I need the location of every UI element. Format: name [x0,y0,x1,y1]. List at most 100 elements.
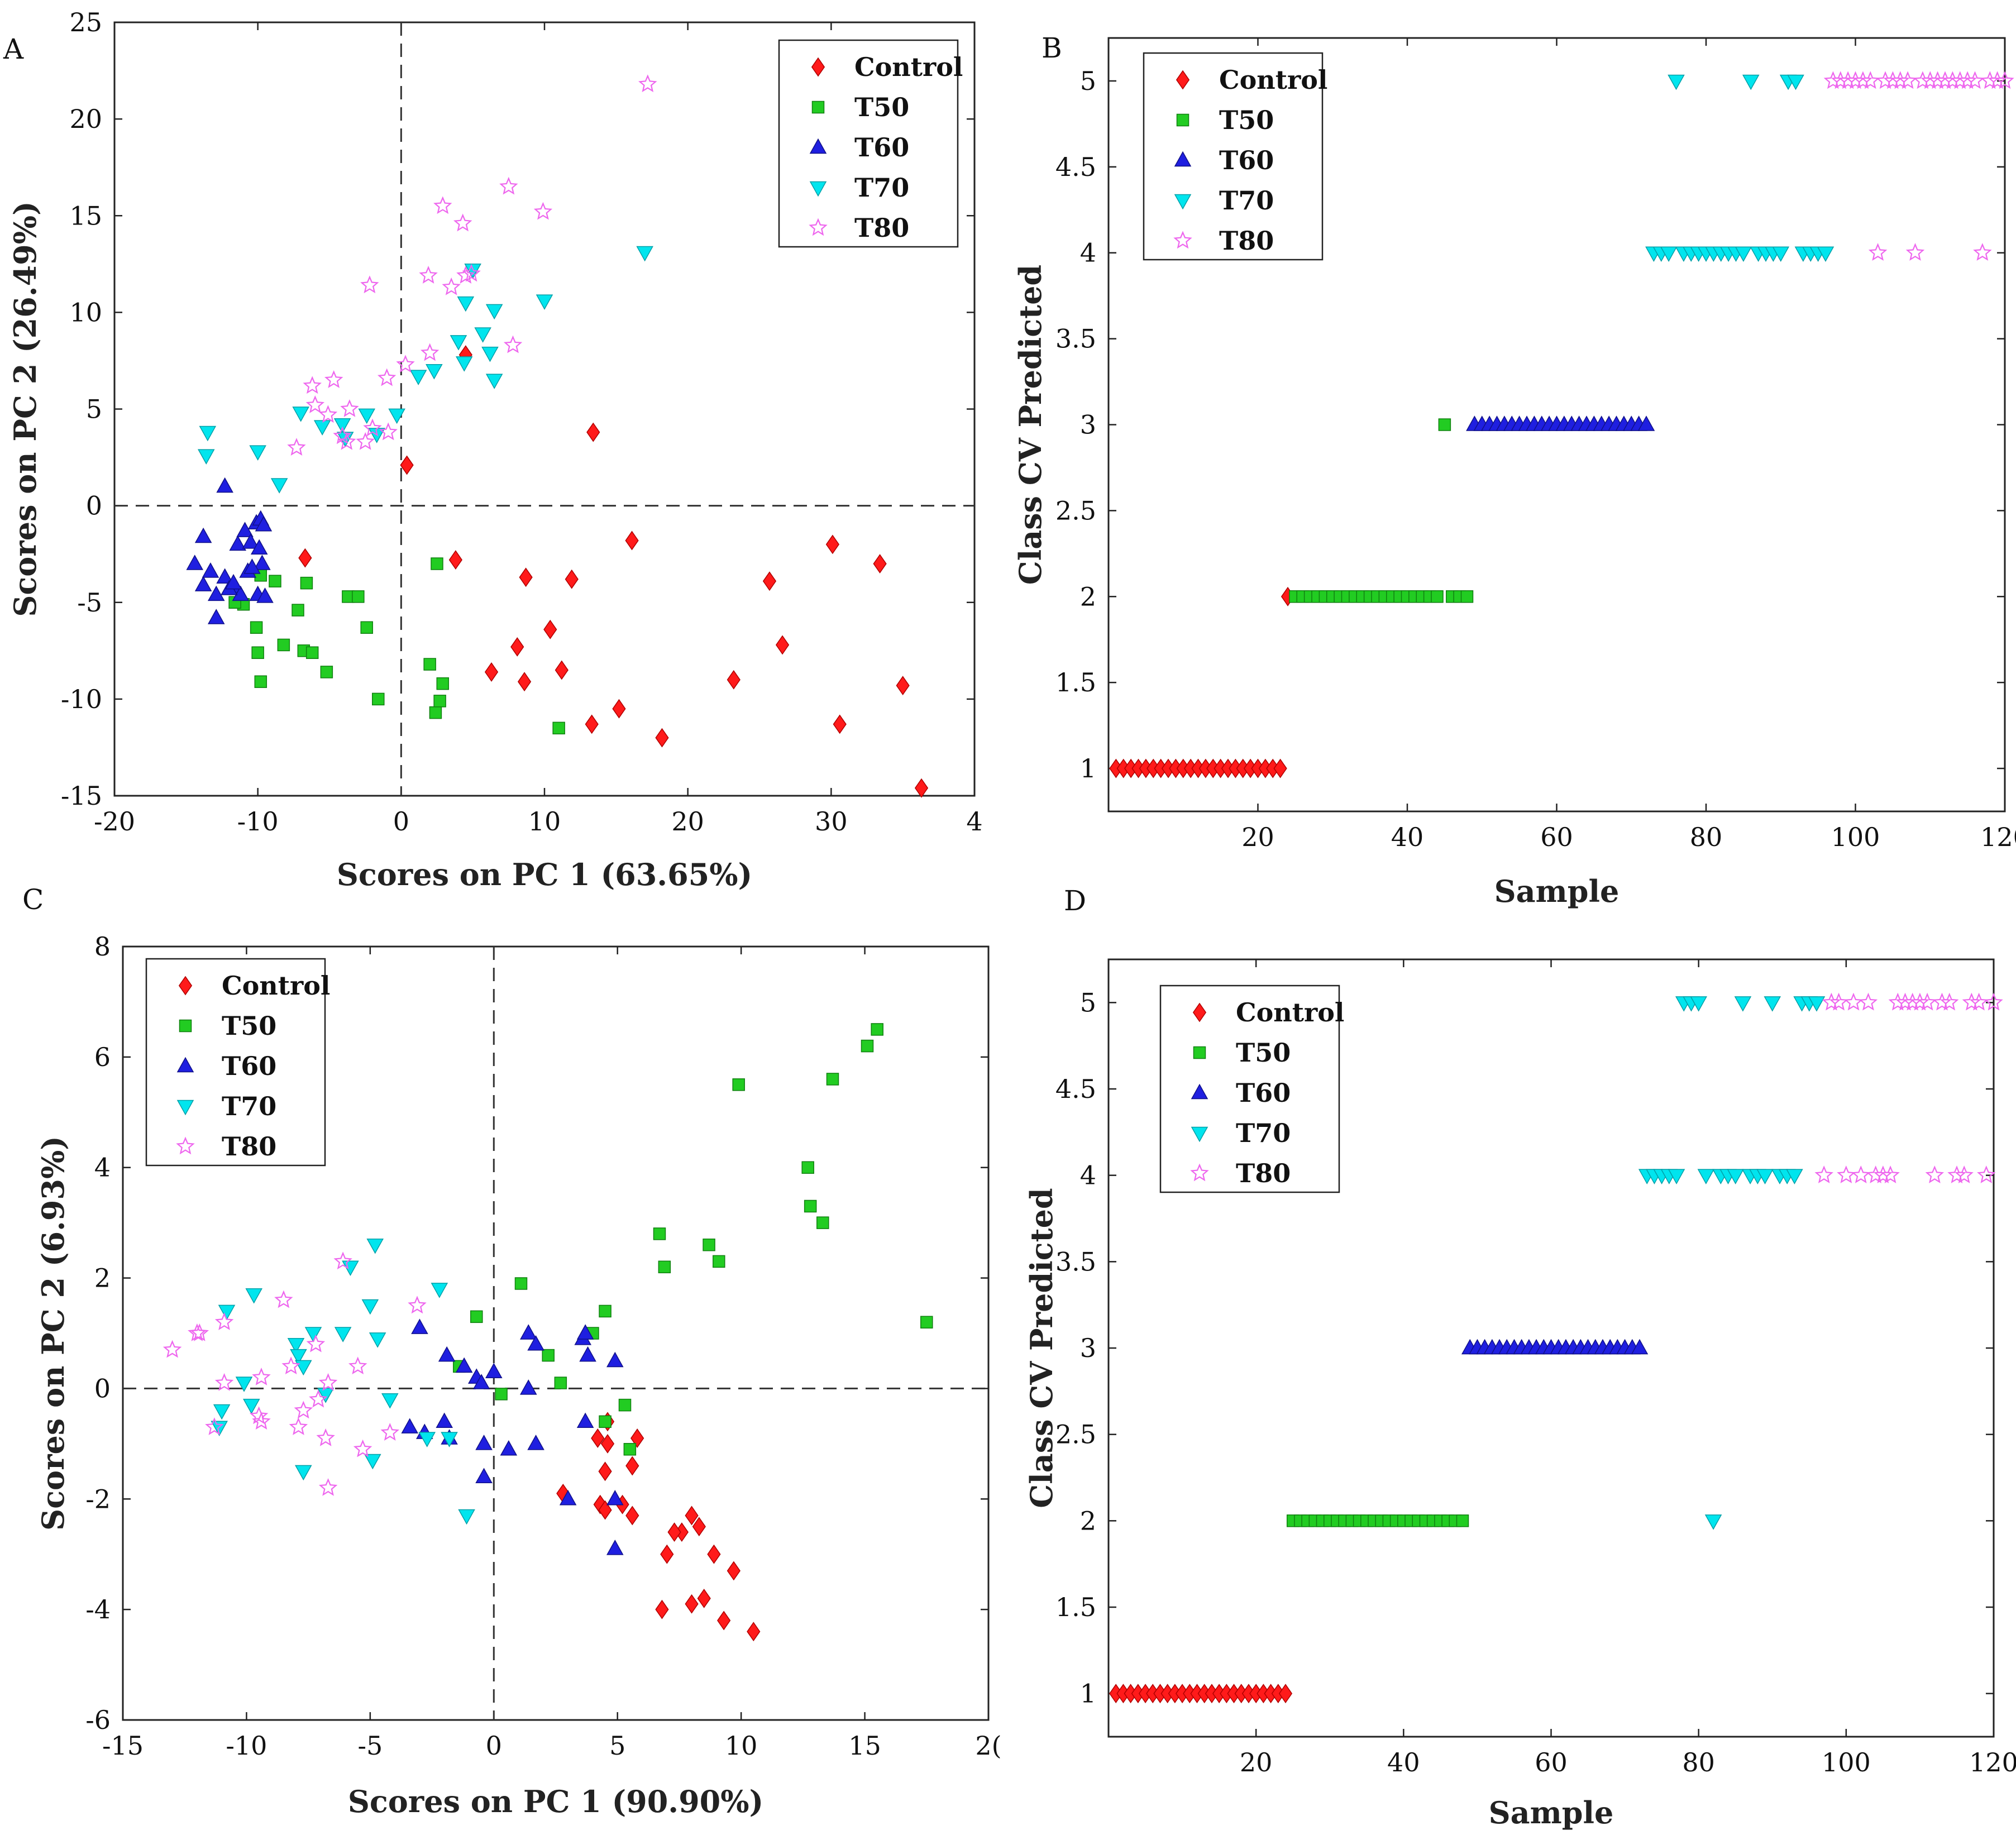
data-point-t60 [576,1412,594,1428]
data-point-t50 [251,646,264,660]
data-point-t80 [1814,1165,1833,1183]
data-point-t60 [438,1346,456,1362]
data-point-t80 [1868,243,1888,261]
legend: Control T50 T60 T70 T80 [778,39,963,248]
data-point-t70 [1786,1169,1803,1184]
x-tick-label: 100 [1831,822,1880,852]
series-t60 [186,477,274,624]
data-point-t80 [453,213,472,232]
data-point-t80 [1921,71,1939,89]
data-point-t80 [1874,1165,1893,1183]
data-point-t80 [1925,1165,1945,1183]
data-point-control [591,1428,605,1448]
data-point-t80 [1965,71,1985,89]
data-point-control [585,714,599,734]
panel-a: A -20 -10 0 10 20 30 4 -15 -10 -5 0 5 10 15 20 25 Scores… [3,7,983,892]
data-point-t80 [287,438,306,456]
data-point-t60 [606,1351,624,1368]
data-point-t60 [485,1363,503,1378]
data-point-t80 [1851,1165,1870,1183]
data-point-control [727,670,741,690]
data-point-t80 [1831,71,1850,89]
y-tick-label: 0 [94,1373,111,1403]
data-point-t50 [470,1310,483,1323]
data-point-t80 [188,1323,207,1341]
data-point-control [1278,1684,1293,1704]
y-axis-label: Class CV Predicted [1012,265,1048,585]
panel-c: C -15 -10 -5 0 5 10 15 2(-6 -4 -2 0 2 4 6 8 Scores on P… [22,883,1002,1819]
legend: Control T50 T60 T70 T80 [145,958,330,1167]
data-point-t80 [379,422,398,441]
y-tick-label: 20 [69,104,102,134]
y-tick-label: -10 [61,684,102,714]
y-tick-label: -6 [85,1705,111,1735]
x-tick-label: -10 [237,806,279,837]
data-point-t80 [396,355,415,373]
data-point-t70 [270,478,288,494]
data-point-t50 [269,575,281,587]
x-axis-label: Sample [1489,1795,1614,1831]
data-point-t80 [337,432,356,450]
data-point-control [510,637,524,657]
data-point-t50 [320,666,333,678]
x-tick-label: 15 [848,1731,881,1761]
data-point-t70 [245,1288,262,1304]
data-point-t70 [1787,74,1804,90]
panel-b: B 20 40 60 80 100 120 1 1.5 2 2.5 3 3.5 4 4.5 5 Sample C… [1012,32,2016,909]
data-point-t80 [318,1373,338,1391]
data-point-t50 [618,1398,632,1412]
legend-marker-t60 [1174,151,1192,167]
series-t70 [211,1238,475,1525]
data-point-t50 [431,557,443,570]
data-point-t80 [1910,992,1929,1011]
data-point-t80 [190,1323,209,1341]
data-point-t60 [475,1435,493,1450]
series-t70 [197,246,653,494]
y-tick-label: 4 [1080,238,1096,268]
panel-letter-b: B [1042,32,1062,64]
legend-marker-t80 [809,218,828,236]
data-point-t80 [306,1334,326,1353]
legend: Control T50 T60 T70 T80 [1159,985,1344,1193]
data-point-t70 [1660,246,1678,262]
x-tick-label: 2( [975,1731,1001,1761]
y-tick-label: 1.5 [1055,667,1096,697]
data-point-t60 [224,574,242,590]
data-point-control [825,534,840,555]
x-tick-label: 20 [1241,822,1274,852]
data-point-t50 [713,1255,725,1268]
data-point-t80 [533,202,553,220]
x-tick-label: 30 [815,806,848,837]
data-point-t80 [377,368,396,386]
x-tick-label: -15 [102,1731,144,1761]
legend-label-t60: T60 [1236,1078,1291,1108]
legend-label-t70: T70 [222,1091,276,1121]
legend-label-t50: T50 [222,1011,276,1041]
data-point-t60 [216,477,233,493]
legend-label-t70: T70 [1219,185,1274,216]
data-point-t70 [1668,74,1685,90]
data-point-t50 [542,1349,555,1362]
series-t80 [1814,992,2003,1183]
data-point-t60 [243,558,261,574]
legend-label-t60: T60 [854,132,909,163]
data-point-t80 [1958,71,1977,89]
data-point-t80 [163,1340,182,1358]
y-tick-label: 10 [69,297,102,327]
legend-marker-t50 [1176,113,1189,127]
data-point-t70 [1756,1169,1774,1184]
y-tick-label: 2 [94,1263,111,1293]
data-point-t80 [353,1439,372,1458]
legend-label-control: Control [1219,65,1327,95]
data-point-control [775,635,790,655]
data-point-t70 [1764,996,1781,1012]
data-point-t70 [485,304,503,320]
data-point-t50 [1438,418,1451,431]
legend-marker-t60 [176,1057,194,1073]
data-point-t60 [229,535,247,551]
x-tick-label: 80 [1682,1747,1715,1777]
data-point-control [873,554,887,574]
data-point-t50 [554,1377,567,1389]
x-tick-label: 40 [1391,822,1424,852]
